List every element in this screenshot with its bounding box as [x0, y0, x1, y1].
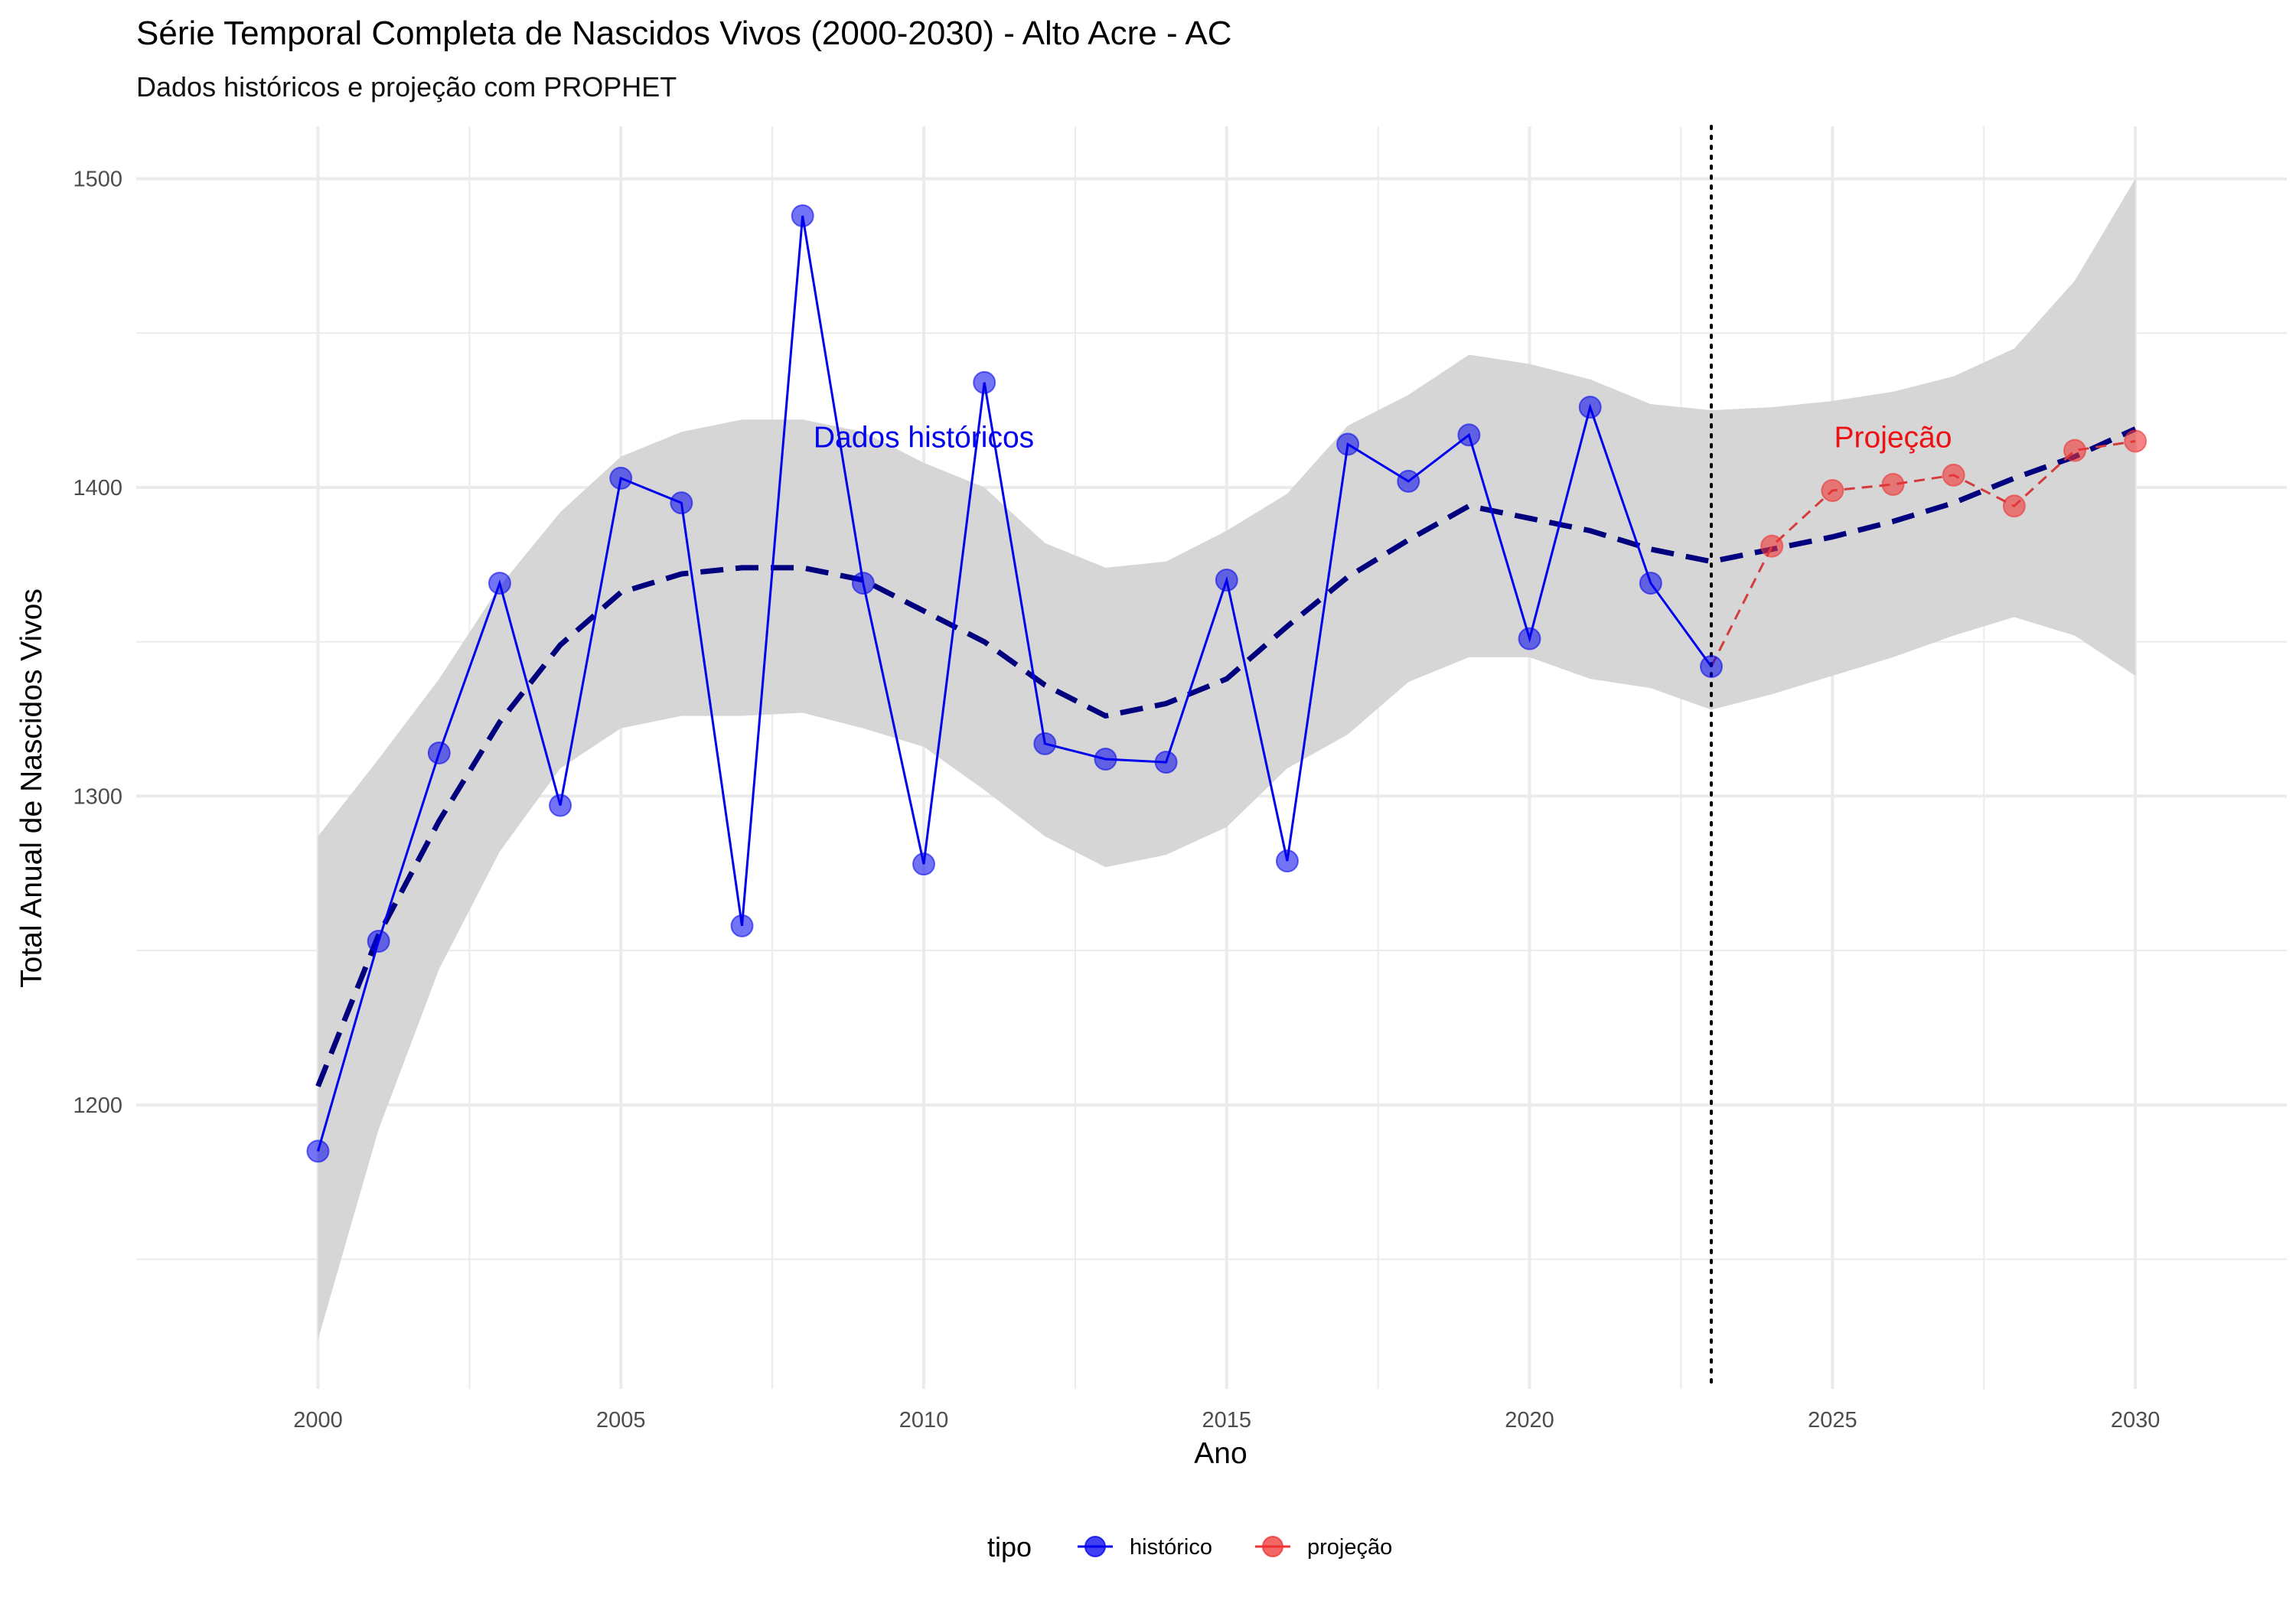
point-historico [912, 852, 936, 876]
point-projecao [2063, 438, 2086, 462]
point-historico [1033, 732, 1057, 755]
point-historico [1700, 654, 1724, 678]
trend-line-group [315, 426, 2137, 1087]
legend-label-historico: histórico [1130, 1535, 1212, 1560]
point-historico [1275, 849, 1299, 873]
y-tick-label: 1300 [73, 784, 122, 809]
point-historico [791, 204, 814, 227]
annotation-label: Projeção [1835, 422, 1952, 455]
x-tick-label: 2030 [2111, 1408, 2161, 1433]
point-historico [367, 930, 390, 953]
series-line-historico [317, 215, 1713, 1152]
y-tick-label: 1400 [73, 476, 122, 500]
x-tick-label: 2025 [1808, 1408, 1857, 1433]
point-projecao [1760, 534, 1784, 558]
point-historico [1154, 751, 1178, 774]
series-line-projecao [1710, 440, 2136, 667]
point-historico [1094, 748, 1117, 771]
point-historico [1639, 572, 1662, 595]
point-projecao [1881, 472, 1905, 496]
x-tick-label: 2005 [596, 1408, 646, 1433]
y-axis-ticks: 1200 1300 1400 1500 [73, 168, 122, 1118]
point-historico [1397, 469, 1420, 493]
point-historico [1578, 396, 1602, 419]
trend-line [315, 426, 2137, 1087]
x-tick-label: 2020 [1505, 1408, 1554, 1433]
point-projecao [2124, 429, 2148, 453]
point-historico [670, 491, 693, 515]
confidence-band [318, 178, 2136, 1340]
data-points [306, 204, 2148, 1163]
point-historico [1518, 627, 1541, 650]
x-tick-label: 2000 [293, 1408, 343, 1433]
legend-marker-historico [1084, 1536, 1106, 1557]
legend: tipo histórico projeção [987, 1531, 1392, 1563]
annotations: Dados históricos Projeção [814, 422, 1952, 455]
point-historico [488, 572, 511, 595]
legend-label-projecao: projeção [1307, 1535, 1392, 1560]
x-axis-title: Ano [1194, 1437, 1247, 1470]
point-historico [973, 370, 996, 394]
point-historico [427, 741, 451, 764]
x-axis-ticks: 2000 2005 2010 2015 2020 2025 2030 [293, 1408, 2160, 1433]
annotation-label: Dados históricos [814, 422, 1034, 455]
y-axis-title: Total Anual de Nascidos Vivos [15, 588, 48, 988]
point-historico [549, 794, 572, 817]
point-historico [1215, 569, 1238, 592]
chart-title: Série Temporal Completa de Nascidos Vivo… [136, 15, 1232, 52]
point-historico [730, 914, 754, 937]
legend-title: tipo [987, 1531, 1032, 1563]
chart-subtitle: Dados históricos e projeção com PROPHET [136, 71, 677, 103]
point-projecao [1821, 479, 1844, 503]
point-historico [609, 466, 633, 490]
point-historico [1457, 423, 1481, 447]
point-historico [306, 1139, 330, 1163]
point-projecao [1942, 463, 1965, 487]
y-tick-label: 1200 [73, 1094, 122, 1118]
legend-marker-projecao [1262, 1536, 1283, 1557]
series-lines [317, 215, 2136, 1152]
legend-items: histórico projeção [1078, 1535, 1392, 1560]
point-historico [851, 572, 875, 595]
x-tick-label: 2010 [899, 1408, 949, 1433]
confidence-band-area [318, 178, 2136, 1340]
y-tick-label: 1500 [73, 168, 122, 192]
point-projecao [2002, 494, 2026, 518]
x-tick-label: 2015 [1202, 1408, 1252, 1433]
point-historico [1336, 432, 1360, 456]
